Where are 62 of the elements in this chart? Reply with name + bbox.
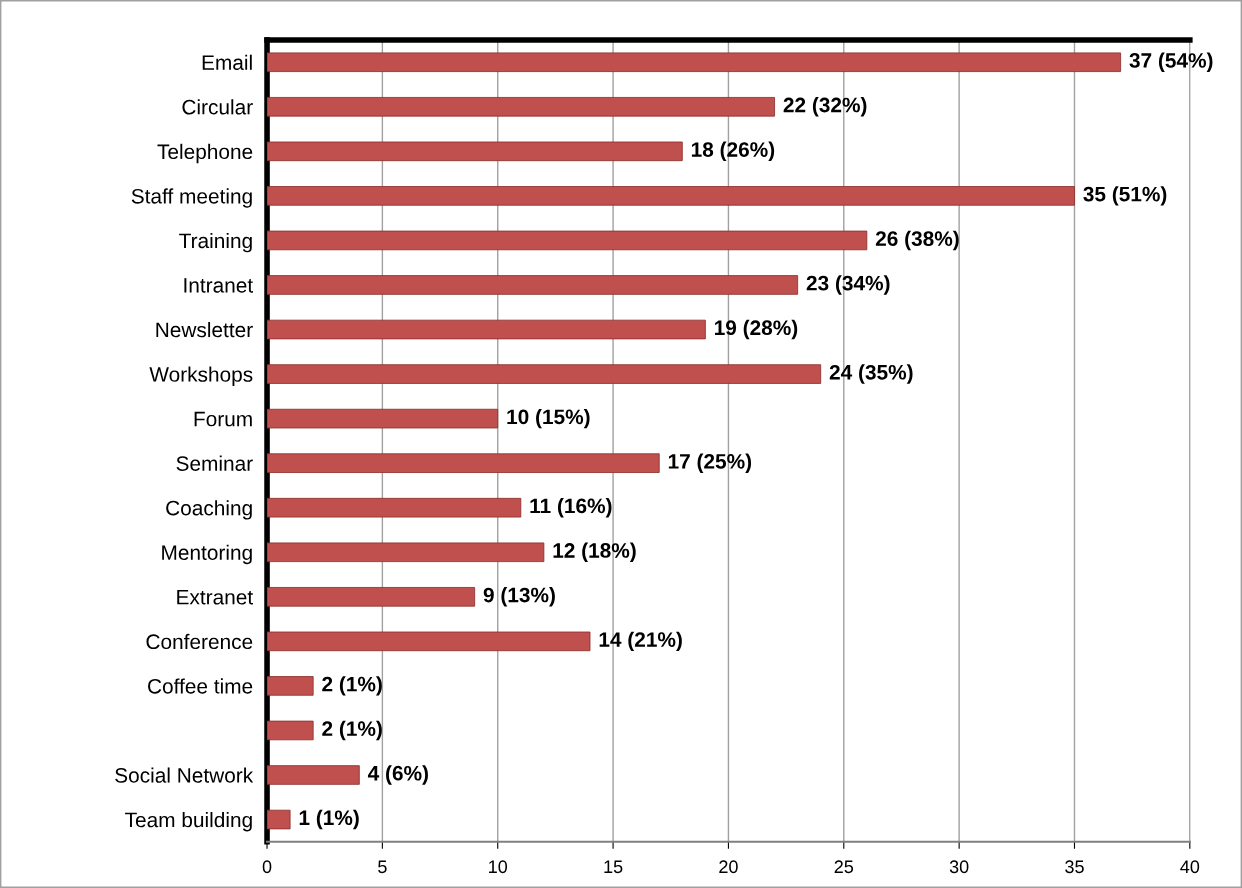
data-label: 24 (35%) (829, 364, 913, 384)
data-label: 35 (51%) (1083, 186, 1167, 206)
y-tick-label: Mentoring (162, 544, 252, 565)
x-tick-label: 25 (834, 860, 854, 874)
data-label: 12 (18%) (553, 542, 636, 562)
x-tick-label: 40 (1180, 860, 1200, 874)
bar (267, 453, 660, 473)
bar (267, 587, 476, 607)
data-label: 9 (13%) (483, 587, 555, 607)
data-label: 1 (1%) (299, 809, 359, 830)
bar (267, 631, 591, 652)
data-label: 19 (28%) (715, 319, 798, 340)
bar (267, 230, 868, 251)
y-tick-label: Social Network (115, 767, 254, 783)
y-tick-label: Training (179, 232, 252, 253)
y-tick-label: Staff meeting (131, 188, 252, 208)
x-tick-label: 15 (604, 860, 623, 874)
y-tick-label: Coffee time (148, 678, 253, 694)
x-tick-label: 0 (262, 860, 272, 874)
y-tick-label: Newsletter (156, 321, 253, 338)
data-label: 18 (26%) (691, 141, 775, 162)
data-label: 37 (54%) (1129, 52, 1213, 72)
data-label: 11 (16%) (530, 498, 612, 518)
data-label: 23 (34%) (806, 275, 890, 295)
bar (267, 497, 522, 518)
bar (267, 408, 499, 429)
bar (267, 676, 314, 696)
data-label: 4 (6%) (367, 765, 428, 785)
x-tick-label: 35 (1065, 860, 1084, 874)
bar (267, 141, 683, 162)
bar (267, 765, 360, 785)
y-tick-label: Telephone (157, 143, 253, 164)
bar (267, 542, 545, 563)
data-label: 10 (15%) (507, 408, 590, 429)
y-tick-label: Intranet (184, 278, 253, 293)
y-tick-label: Team building (125, 812, 252, 832)
y-tick-label: Conference (146, 633, 253, 650)
x-tick-label: 10 (489, 860, 508, 874)
y-tick-label: Email (202, 54, 252, 70)
data-label: 22 (32%) (783, 97, 867, 117)
y-tick-label: Workshops (149, 366, 253, 386)
data-label: 26 (38%) (875, 230, 959, 251)
x-tick-label: 5 (378, 860, 387, 874)
bar (267, 52, 1122, 73)
bar (267, 809, 291, 830)
y-tick-label: Circular (182, 99, 253, 115)
bar (267, 364, 822, 384)
x-tick-label: 30 (949, 860, 969, 874)
y-tick-label: Extranet (177, 590, 253, 605)
y-tick-label: Coaching (166, 500, 252, 520)
bar (267, 97, 775, 117)
y-tick-label: Forum (194, 411, 252, 427)
data-label: 17 (25%) (668, 453, 752, 473)
data-label: 14 (21%) (599, 631, 682, 652)
bar (267, 275, 799, 295)
bar (267, 720, 314, 741)
y-tick-label: Seminar (176, 455, 253, 471)
bar (267, 319, 706, 340)
data-label: 2 (1%) (322, 676, 382, 696)
data-label: 2 (1%) (322, 720, 382, 741)
x-tick-label: 20 (719, 860, 738, 874)
bar (267, 186, 1075, 206)
